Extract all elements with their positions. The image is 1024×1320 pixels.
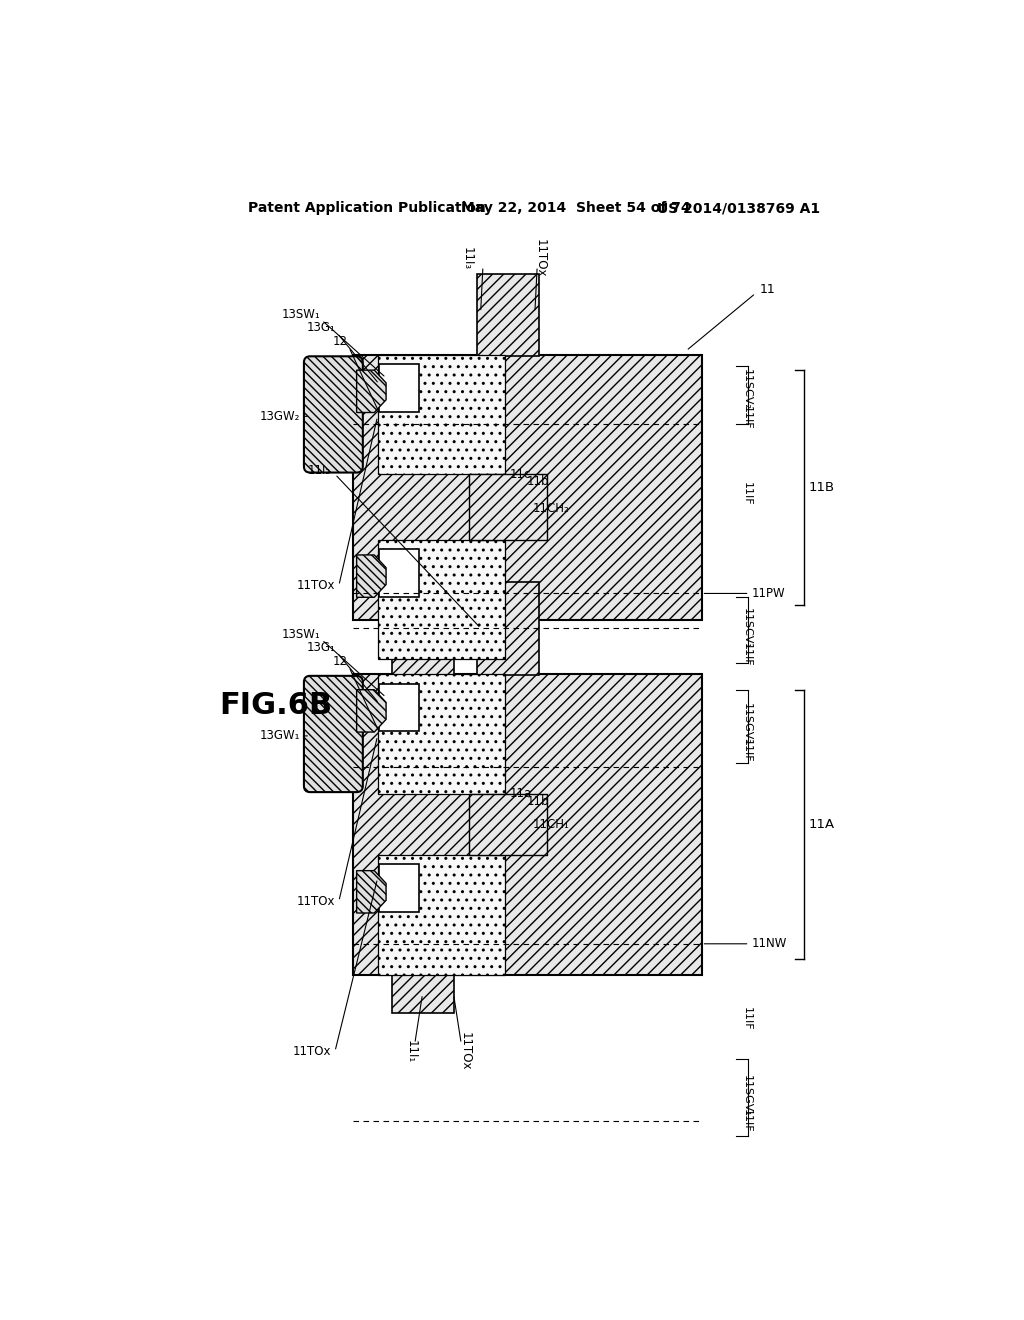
- Bar: [379, 684, 420, 731]
- Text: 11TOx: 11TOx: [296, 895, 335, 908]
- Text: 11NW: 11NW: [752, 937, 787, 950]
- Text: 11TOx: 11TOx: [296, 579, 335, 593]
- Text: 11IF: 11IF: [741, 407, 752, 430]
- Text: 11b: 11b: [526, 475, 549, 488]
- Text: 11SGV₁: 11SGV₁: [741, 1076, 752, 1117]
- Text: 11SGV₂: 11SGV₂: [741, 704, 752, 746]
- Text: 11SCV₂: 11SCV₂: [741, 368, 752, 411]
- Bar: [378, 855, 506, 974]
- Bar: [477, 275, 539, 355]
- Text: 13G₁: 13G₁: [307, 640, 336, 653]
- Text: 11b: 11b: [526, 795, 549, 808]
- Text: May 22, 2014  Sheet 54 of 74: May 22, 2014 Sheet 54 of 74: [461, 202, 691, 215]
- Text: 11TOx: 11TOx: [459, 1032, 472, 1071]
- Text: 11IF: 11IF: [741, 1007, 752, 1031]
- Text: 11CH₂: 11CH₂: [532, 502, 569, 515]
- Text: 11B: 11B: [809, 480, 835, 494]
- Text: 11IF: 11IF: [741, 1109, 752, 1133]
- Text: 13SW₁: 13SW₁: [282, 308, 321, 321]
- Text: 12: 12: [333, 335, 347, 348]
- Text: 11IF: 11IF: [741, 739, 752, 763]
- Text: Patent Application Publication: Patent Application Publication: [248, 202, 485, 215]
- Text: 13GW₁: 13GW₁: [259, 730, 300, 742]
- Text: 11TOx: 11TOx: [534, 239, 547, 277]
- Bar: [379, 865, 420, 912]
- Text: 13GW₂: 13GW₂: [260, 409, 300, 422]
- Text: 11IF: 11IF: [741, 643, 752, 667]
- Text: FIG.6B: FIG.6B: [219, 690, 333, 719]
- Bar: [378, 675, 506, 793]
- Bar: [391, 582, 454, 675]
- Text: 11I₁: 11I₁: [404, 1040, 418, 1063]
- Polygon shape: [356, 871, 386, 913]
- Text: 11A: 11A: [809, 818, 835, 832]
- Text: 13G₁: 13G₁: [307, 321, 336, 334]
- FancyBboxPatch shape: [304, 356, 362, 473]
- Bar: [378, 540, 506, 659]
- Bar: [379, 549, 420, 597]
- Bar: [378, 355, 506, 474]
- Bar: [391, 974, 454, 1014]
- Text: 11: 11: [760, 282, 775, 296]
- Text: 11I₃: 11I₃: [461, 247, 474, 271]
- Text: 11IF: 11IF: [741, 482, 752, 506]
- Polygon shape: [356, 554, 386, 597]
- Bar: [469, 793, 547, 855]
- Text: 11CH₁: 11CH₁: [532, 818, 569, 832]
- Bar: [469, 474, 547, 540]
- FancyBboxPatch shape: [304, 676, 362, 792]
- Text: 11SCV₁: 11SCV₁: [741, 607, 752, 648]
- Text: 12: 12: [333, 655, 347, 668]
- Text: 11I₂: 11I₂: [308, 463, 331, 477]
- Bar: [352, 675, 701, 974]
- Text: US 2014/0138769 A1: US 2014/0138769 A1: [656, 202, 819, 215]
- Text: 11a: 11a: [509, 787, 531, 800]
- Text: 13SW₁: 13SW₁: [282, 628, 321, 640]
- Polygon shape: [356, 370, 386, 412]
- Text: 11PW: 11PW: [752, 587, 785, 601]
- Text: 11c: 11c: [509, 467, 530, 480]
- Bar: [352, 355, 701, 620]
- Bar: [477, 582, 539, 675]
- Text: 11TOx: 11TOx: [293, 1045, 331, 1059]
- Bar: [379, 364, 420, 412]
- Polygon shape: [356, 689, 386, 733]
